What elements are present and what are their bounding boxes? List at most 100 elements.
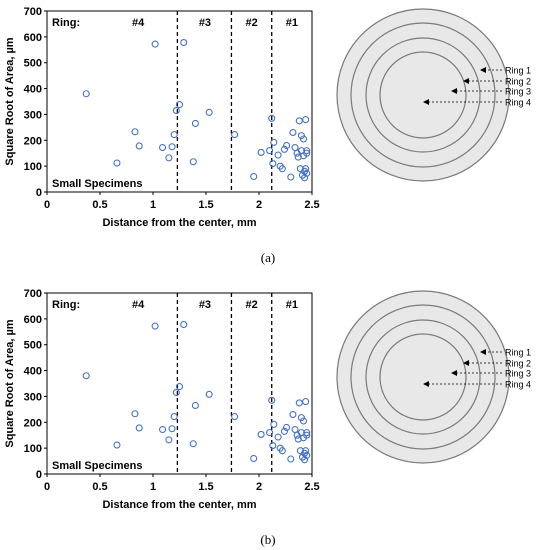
zone-label: #2 [245,299,257,311]
x-tick-label: 1.5 [198,481,213,493]
data-point [175,383,184,391]
data-point [303,429,311,437]
data-point [295,399,303,407]
data-point [283,141,291,150]
data-point [303,169,311,177]
data-point [135,424,143,432]
data-point [165,436,173,444]
x-tick-label: 2 [256,199,262,211]
data-point [266,147,274,155]
data-point [113,441,121,449]
data-point [278,447,286,455]
x-tick-label: 2.5 [304,481,319,493]
data-point [231,413,239,421]
data-point [165,154,173,162]
ring-pointer-arrowhead [451,88,457,94]
ring-name-label: Ring 3 [505,369,531,379]
zone-label: #3 [199,299,211,311]
y-tick-label: 500 [24,340,42,352]
zone-label: #4 [132,17,145,29]
data-point [205,390,213,398]
data-point [269,442,277,450]
data-point [82,372,90,380]
panel-b: 0 100 200 300 400 500 600 700 0 0.5 1 1.5 2 2.5 Distan… [0,282,536,550]
y-tick-label: 400 [24,84,42,96]
data-point [172,107,180,115]
y-axis-label: Square Root of Area, µm [4,319,16,447]
specimen-label: Small Specimens [52,178,143,190]
x-tick-label: 0.5 [92,199,107,211]
ring-pointer-arrowhead [480,349,486,355]
data-point [257,148,265,156]
ring-label: Ring: [52,17,80,29]
x-tick-label: 1.5 [198,199,213,211]
y-tick-label: 0 [36,187,42,199]
y-tick-label: 300 [24,109,42,121]
data-point [158,425,167,434]
data-point [301,174,309,182]
data-point [151,322,159,330]
data-point [270,138,278,146]
data-point [180,38,188,47]
data-point [289,128,297,137]
data-point [191,119,199,128]
data-point [131,410,139,418]
data-point [168,143,176,151]
ring-name-label: Ring 4 [505,380,531,390]
data-point [291,143,299,152]
data-point [151,40,159,48]
panel-a: 0 100 200 300 400 500 600 700 0 0.5 1 1.5 2 2.5 Distan… [4,6,531,265]
data-point [231,131,239,139]
ring-name-label: Ring 2 [505,77,531,87]
data-point [302,447,310,455]
data-point [82,90,90,98]
data-point [303,431,311,439]
data-point [302,398,310,406]
data-point [278,165,286,173]
x-axis-label: Distance from the center, mm [102,217,256,229]
data-point [287,173,295,181]
ring-name-label: Ring 3 [505,87,531,97]
data-point [287,455,295,463]
zone-label: #4 [132,299,145,311]
data-point [303,451,311,459]
ring-name-label: Ring 1 [505,348,531,358]
data-point [205,108,213,116]
x-tick-label: 2 [256,481,262,493]
data-point [280,145,288,153]
data-point [268,396,276,404]
y-tick-label: 500 [24,58,42,70]
x-tick-label: 0.5 [92,481,107,493]
zone-label: #1 [286,17,298,29]
ring-name-label: Ring 2 [505,359,531,369]
data-point [299,417,308,425]
ring-pointer-arrowhead [463,360,469,366]
data-point [301,456,309,464]
data-point [291,425,299,434]
data-point [135,142,143,150]
data-point [191,401,199,410]
plot-frame [46,292,313,475]
data-point [170,131,178,139]
data-point [180,320,188,329]
data-point [274,433,282,441]
ring-label: Ring: [52,299,80,311]
y-tick-label: 600 [24,32,42,44]
scatter-chart-b: 0 100 200 300 400 500 600 700 0 0.5 1 1.5 2 2.5 Distan… [4,288,320,511]
caption-b: (b) [260,532,276,547]
data-point [295,117,303,125]
data-point [299,135,308,143]
data-point [189,158,197,166]
caption-a: (a) [260,250,276,265]
data-point [189,440,197,448]
x-tick-label: 1 [150,481,156,493]
data-point [175,101,184,109]
data-point [270,420,278,428]
data-point [302,165,310,173]
y-tick-label: 700 [24,6,42,18]
ring-pointer-arrowhead [451,370,457,376]
data-point [303,147,311,155]
x-tick-label: 2.5 [304,199,319,211]
specimen-label: Small Specimens [52,460,143,472]
x-tick-label: 0 [44,199,50,211]
